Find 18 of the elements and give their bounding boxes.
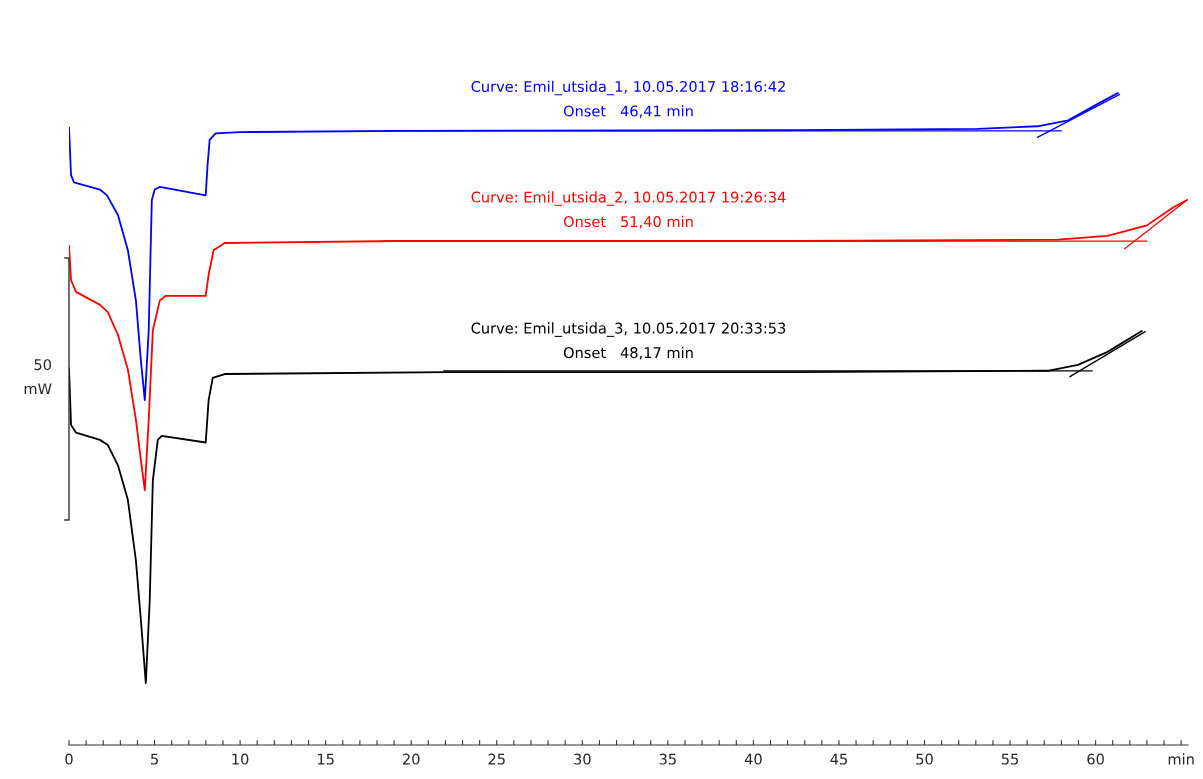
x-tick-label: 15 — [317, 753, 334, 765]
x-tick-label: 0 — [65, 753, 73, 765]
y-axis-title: 50 mW — [24, 359, 52, 395]
x-tick-label: 5 — [151, 753, 158, 765]
x-tick-label: 50 — [916, 753, 933, 765]
series-label: Curve: Emil_utsida_1, 10.05.2017 18:16:42 Onset 46,41 min — [471, 80, 785, 119]
x-tick-label: 35 — [659, 753, 676, 765]
x-tick-label: 10 — [232, 753, 249, 765]
series-label: Curve: Emil_utsida_2, 10.05.2017 19:26:34 Onset 51,40 min — [471, 191, 786, 229]
x-tick-label: 25 — [488, 753, 505, 765]
series-label: Curve: Emil_utsida_3, 10.05.2017 20:33:53 Onset 48,17 min — [471, 322, 786, 360]
x-tick-label: 40 — [744, 753, 762, 765]
x-tick-label: 30 — [574, 753, 591, 765]
x-tick-label: 20 — [402, 753, 420, 765]
x-tick-label: min — [1168, 753, 1194, 765]
x-tick-label: 60 — [1087, 753, 1104, 765]
x-tick-label: 45 — [830, 753, 847, 765]
x-tick-label: 55 — [1001, 753, 1019, 765]
